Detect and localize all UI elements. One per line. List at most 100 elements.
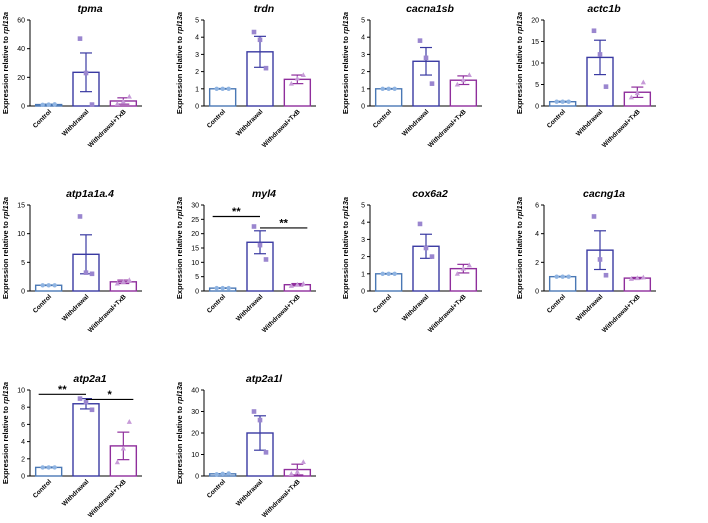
data-point — [380, 86, 385, 92]
significance-label: ** — [279, 217, 288, 229]
y-tick-label: 6 — [21, 422, 25, 429]
y-axis-label-gene: rpl13a — [175, 382, 184, 404]
y-tick-label: 2 — [535, 260, 539, 267]
data-point — [294, 75, 300, 81]
panel-title: cacng1a — [583, 188, 625, 200]
y-axis-label-prefix: Expression relative to — [515, 219, 524, 299]
data-point — [392, 86, 397, 92]
data-point — [300, 281, 306, 286]
y-tick-label: 8 — [21, 405, 25, 412]
data-point — [423, 245, 429, 251]
y-tick-label: 10 — [191, 260, 199, 267]
y-tick-label: 20 — [17, 75, 25, 82]
y-tick-label: 3 — [195, 52, 199, 59]
data-point — [46, 465, 51, 470]
data-point — [640, 79, 646, 85]
panel-title: atp2a1 — [73, 373, 106, 385]
y-tick-label: 60 — [17, 18, 25, 25]
panel-title: atp2a1l — [246, 373, 283, 385]
data-point — [257, 417, 263, 423]
data-point — [46, 283, 51, 288]
panel-3: actc1b Expression relative to rpl13a 0 5 10 1… — [515, 3, 656, 149]
y-tick-label: 0 — [21, 289, 25, 296]
data-point — [417, 38, 423, 43]
y-axis-label: Expression relative to rpl13a — [175, 197, 184, 299]
y-tick-label: 15 — [531, 39, 539, 46]
y-tick-label: 2 — [195, 69, 199, 76]
y-axis-label-prefix: Expression relative to — [1, 219, 10, 299]
data-point — [288, 283, 294, 288]
x-category-label: Withdrawal+TxB — [427, 293, 468, 334]
data-point — [554, 274, 559, 279]
x-category-label: Withdrawal — [61, 108, 91, 138]
y-axis-label-gene: rpl13a — [1, 12, 10, 34]
data-point — [83, 399, 89, 405]
data-point — [466, 72, 472, 78]
data-point — [392, 271, 397, 276]
data-point — [634, 90, 640, 96]
y-tick-label: 0 — [361, 289, 365, 296]
x-category-label: Withdrawal+TxB — [87, 108, 128, 149]
data-point — [423, 55, 429, 61]
data-point — [288, 471, 294, 476]
x-category-label: Withdrawal+TxB — [261, 478, 302, 519]
y-tick-label: 10 — [531, 61, 539, 68]
y-tick-label: 5 — [195, 18, 199, 25]
y-tick-label: 0 — [195, 289, 199, 296]
panel-4: atp1a1a.4 Expression relative to rpl13a 0 5… — [1, 188, 142, 334]
y-axis-label-gene: rpl13a — [175, 197, 184, 219]
bar-0 — [208, 88, 237, 107]
data-point — [566, 99, 571, 104]
data-point — [454, 81, 460, 87]
y-tick-label: 4 — [361, 220, 365, 227]
bar-0 — [374, 273, 403, 292]
y-axis-label-prefix: Expression relative to — [515, 34, 524, 114]
data-point — [560, 99, 565, 104]
panel-1: trdn Expression relative to rpl13a 0 1 2 3 4 5 C… — [175, 3, 316, 149]
data-point — [126, 93, 132, 99]
y-tick-label: 2 — [361, 254, 365, 261]
panel-title: trdn — [254, 3, 274, 15]
x-category-label: Withdrawal — [235, 108, 265, 138]
data-point — [466, 262, 472, 268]
y-tick-label: 0 — [361, 104, 365, 111]
data-point — [294, 468, 300, 474]
y-tick-label: 1 — [361, 86, 365, 93]
x-category-label: Withdrawal — [61, 293, 91, 323]
y-axis-label: Expression relative to rpl13a — [515, 12, 524, 114]
significance-label: ** — [232, 206, 241, 218]
data-point — [89, 271, 95, 277]
y-tick-label: 2 — [361, 69, 365, 76]
data-point — [628, 276, 634, 281]
panel-title: actc1b — [587, 3, 621, 15]
y-tick-label: 2 — [21, 456, 25, 463]
data-point — [257, 37, 263, 43]
data-point — [460, 265, 466, 271]
y-tick-label: 10 — [17, 231, 25, 238]
bar-1 — [246, 241, 274, 292]
data-point — [597, 52, 603, 57]
data-point — [386, 86, 391, 92]
data-point — [214, 285, 219, 291]
y-axis-label: Expression relative to rpl13a — [341, 197, 350, 299]
data-point — [454, 271, 460, 276]
data-point — [628, 94, 634, 100]
bar-1 — [72, 403, 100, 477]
y-tick-label: 0 — [535, 289, 539, 296]
y-tick-label: 5 — [361, 18, 365, 25]
x-category-label: Control — [32, 293, 53, 314]
x-category-label: Withdrawal+TxB — [601, 108, 642, 149]
data-point — [114, 280, 120, 286]
x-category-label: Withdrawal — [575, 293, 605, 323]
data-point — [591, 28, 597, 34]
y-tick-label: 3 — [361, 52, 365, 59]
x-category-label: Control — [206, 108, 227, 129]
data-point — [126, 419, 132, 424]
panel-title: myl4 — [252, 188, 276, 200]
y-axis-label-prefix: Expression relative to — [175, 34, 184, 114]
data-point — [214, 472, 219, 477]
x-category-label: Withdrawal+TxB — [261, 108, 302, 149]
y-axis-label: Expression relative to rpl13a — [515, 197, 524, 299]
x-category-label: Withdrawal+TxB — [261, 293, 302, 334]
